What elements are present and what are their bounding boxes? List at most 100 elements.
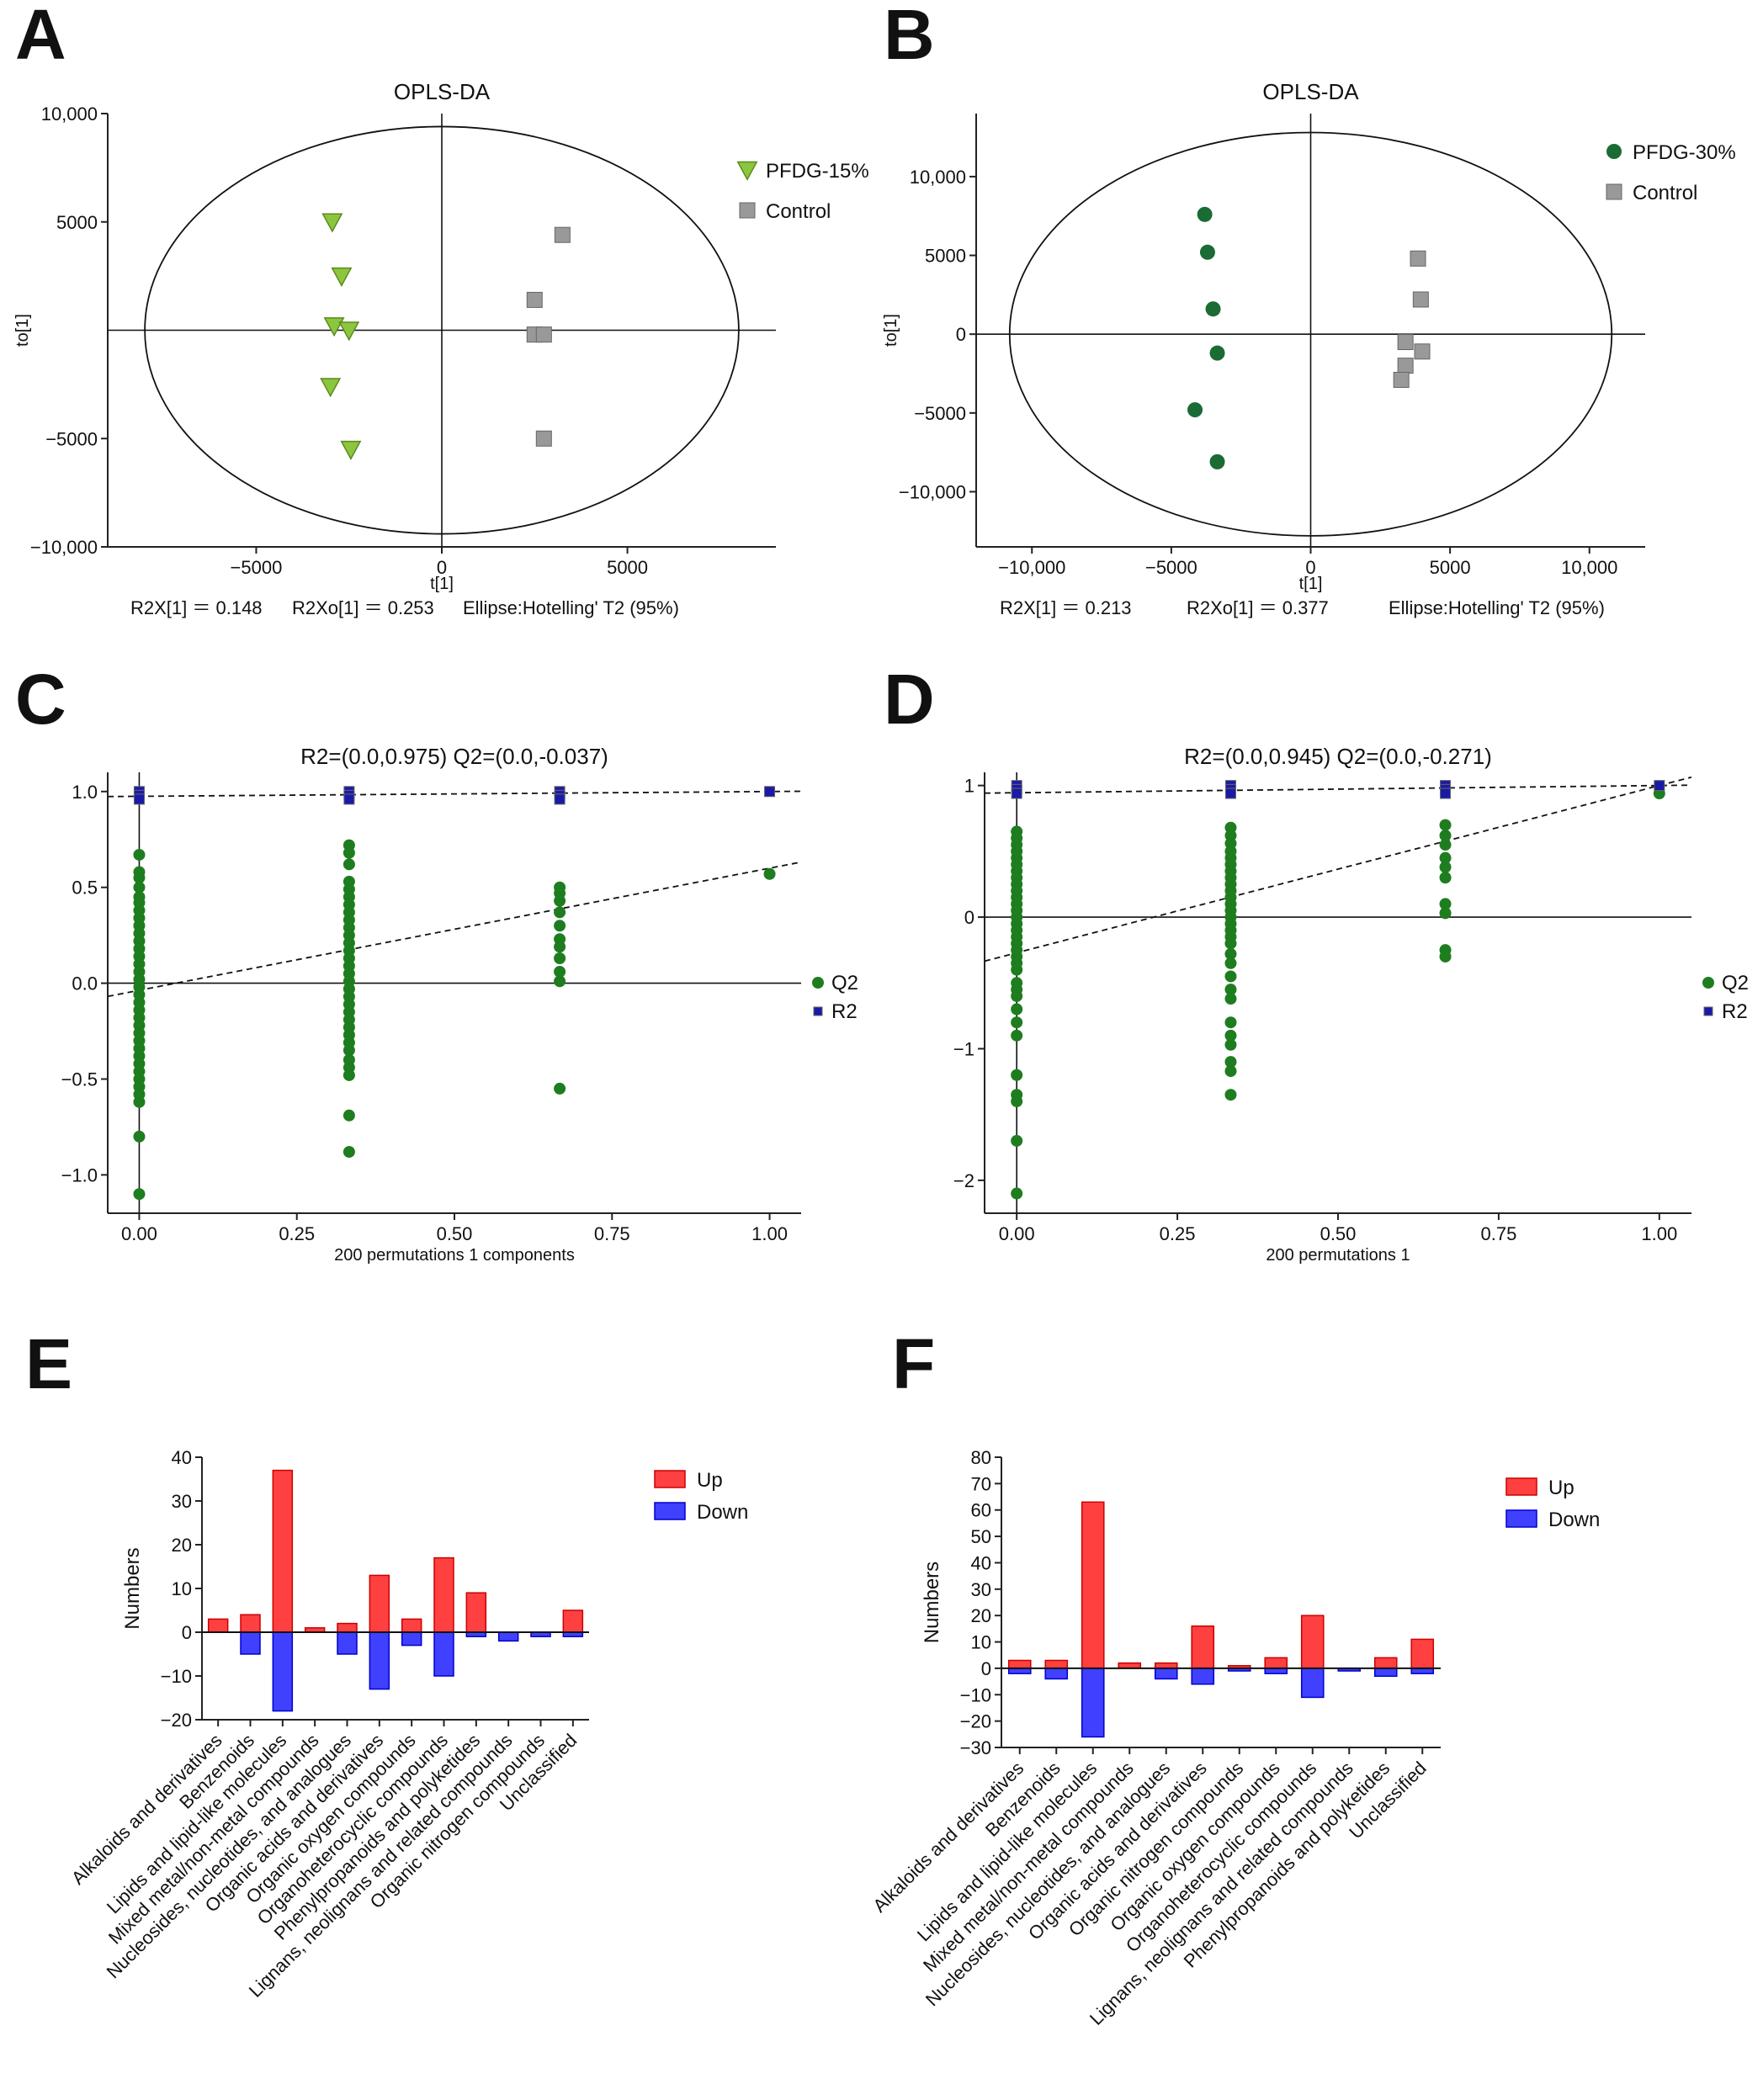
point-q2-D <box>1439 839 1452 851</box>
legend-label-C: R2 <box>831 1000 858 1023</box>
x-tick-label-B: −10,000 <box>998 557 1065 578</box>
y-tick-label-A: −10,000 <box>30 537 98 558</box>
legend-label-F: Up <box>1548 1477 1574 1499</box>
panel-label-B: B <box>884 0 935 74</box>
legend-marker-D <box>1703 1006 1713 1016</box>
point-pfdg-30--B <box>1209 345 1225 361</box>
y-tick-label-E: 20 <box>172 1535 192 1556</box>
y-tick-label-E: 0 <box>182 1622 192 1643</box>
point-r2-C <box>343 793 355 805</box>
y-tick-label-B: −10,000 <box>899 481 966 502</box>
point-control-B <box>1410 250 1426 267</box>
y-tick-label-F: 60 <box>971 1500 991 1521</box>
point-q2-C <box>554 894 566 907</box>
point-q2-D <box>1224 970 1237 983</box>
stat-text-A: R2X[1] ＝ 0.148 <box>130 597 263 618</box>
legend-label-F: Down <box>1548 1509 1600 1531</box>
point-q2-C <box>343 846 355 859</box>
y-tick-label-D: 1 <box>964 776 974 797</box>
bar-down-F <box>1300 1668 1325 1699</box>
x-tick-label-C: 0.25 <box>279 1223 315 1244</box>
point-q2-C <box>343 1146 355 1159</box>
stat-text-B: R2Xo[1] ＝ 0.377 <box>1187 597 1329 618</box>
y-tick-label-A: −5000 <box>45 428 98 449</box>
legend-label-C: Q2 <box>831 972 858 994</box>
legend-label-A: Control <box>766 200 831 223</box>
x-tick-label-B: 0 <box>1305 557 1315 578</box>
panel-label-D: D <box>884 660 935 739</box>
x-tick-label-D: 0.00 <box>999 1223 1035 1244</box>
legend-marker-C <box>812 977 824 989</box>
point-q2-D <box>1224 1065 1237 1078</box>
legend-label-E: Up <box>697 1469 723 1492</box>
y-tick-label-F: −30 <box>960 1737 991 1758</box>
point-q2-C <box>133 1130 146 1143</box>
point-q2-D <box>1224 957 1237 969</box>
point-r2-D <box>1440 788 1452 799</box>
y-tick-label-E: 10 <box>172 1578 192 1599</box>
point-q2-D <box>1011 1134 1023 1147</box>
hotelling-ellipse-B <box>1008 131 1613 537</box>
y-tick-label-A: 10,000 <box>41 103 98 125</box>
r2-regression-line-C <box>107 790 802 798</box>
q2-regression-line-C <box>107 861 802 998</box>
bar-up-F <box>1300 1615 1325 1669</box>
y-tick-label-E: 30 <box>172 1491 192 1512</box>
point-pfdg-15--A <box>331 267 353 287</box>
bar-down-F <box>1191 1668 1215 1685</box>
bar-down-F <box>1154 1668 1178 1680</box>
y-tick-label-D: 0 <box>964 907 974 928</box>
point-r2-D <box>1654 780 1665 792</box>
y-tick-label-F: 70 <box>971 1473 991 1494</box>
y-tick-label-E: 40 <box>172 1447 192 1468</box>
point-q2-C <box>554 941 566 953</box>
point-pfdg-15--A <box>321 213 343 233</box>
y-tick-label-F: 30 <box>971 1579 991 1600</box>
point-q2-D <box>1439 950 1452 962</box>
point-r2-D <box>1224 788 1236 799</box>
legend-label-D: Q2 <box>1722 972 1749 994</box>
y-tick-label-F: 20 <box>971 1605 991 1626</box>
bar-up-F <box>1007 1659 1032 1669</box>
bar-up-E <box>562 1609 584 1633</box>
point-q2-D <box>1011 1069 1023 1081</box>
point-q2-D <box>1439 851 1452 864</box>
bar-up-E <box>272 1469 294 1633</box>
y-tick-label-F: −20 <box>960 1711 991 1732</box>
bar-down-F <box>1373 1668 1398 1678</box>
x-tick-label-A: −5000 <box>231 557 283 578</box>
point-q2-D <box>1224 1056 1237 1069</box>
x-tick-label-C: 0.75 <box>594 1223 630 1244</box>
x-tick-label-B: 5000 <box>1430 557 1471 578</box>
point-q2-C <box>763 867 776 880</box>
legend-swatch-E <box>654 1502 686 1520</box>
x-tick-label-B: −5000 <box>1145 557 1197 578</box>
point-q2-C <box>133 872 146 884</box>
panel-label-E: E <box>25 1324 72 1403</box>
point-pfdg-15--A <box>323 317 345 337</box>
point-q2-D <box>1439 872 1452 884</box>
point-control-B <box>1393 371 1410 388</box>
q2-regression-line-D <box>984 776 1692 962</box>
bar-down-E <box>240 1631 261 1655</box>
point-pfdg-15--A <box>338 321 360 342</box>
point-q2-D <box>1439 819 1452 831</box>
point-q2-C <box>133 848 146 861</box>
x-tick-label-C: 1.00 <box>751 1223 788 1244</box>
point-pfdg-30--B <box>1205 301 1221 317</box>
y-tick-label-C: 0.0 <box>72 973 98 994</box>
r2-regression-line-D <box>984 784 1692 794</box>
point-q2-C <box>343 1069 355 1081</box>
point-pfdg-30--B <box>1187 402 1203 418</box>
legend-swatch-E <box>654 1470 686 1488</box>
legend-swatch-F <box>1505 1509 1537 1528</box>
bar-up-F <box>1044 1659 1069 1669</box>
point-q2-C <box>343 1109 355 1122</box>
x-tick-label-D: 1.00 <box>1641 1223 1677 1244</box>
x-axis-label-D: 200 permutations 1 <box>1266 1246 1410 1265</box>
legend-swatch-F <box>1505 1477 1537 1496</box>
bar-down-E <box>369 1631 390 1690</box>
bar-up-E <box>369 1574 390 1633</box>
x-tick-label-D: 0.25 <box>1160 1223 1196 1244</box>
point-q2-D <box>1439 898 1452 910</box>
